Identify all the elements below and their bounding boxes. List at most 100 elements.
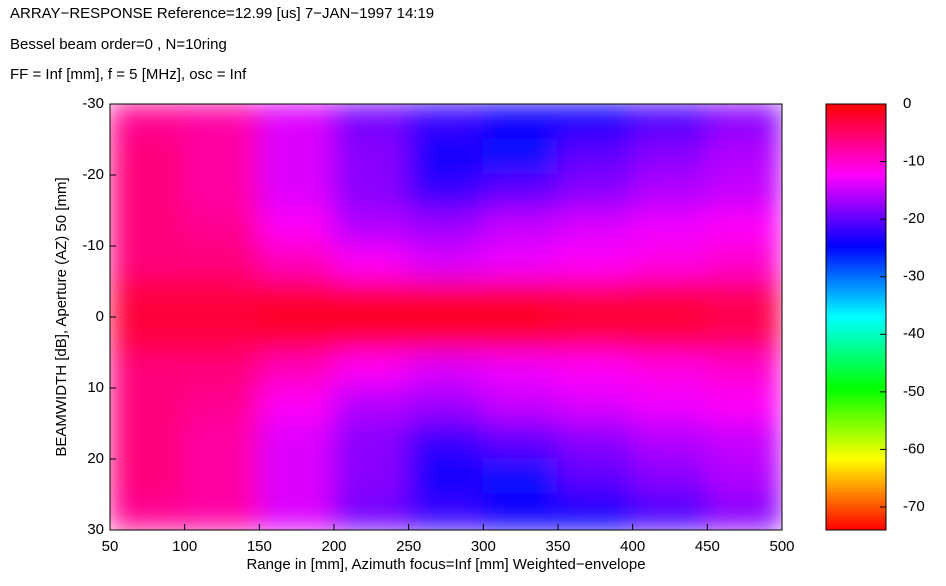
heatmap-cell bbox=[110, 245, 186, 283]
heatmap-cell bbox=[407, 351, 485, 389]
heatmap-cell bbox=[482, 351, 559, 389]
heatmap-cell bbox=[333, 174, 410, 212]
y-tick-label: -20 bbox=[82, 166, 104, 183]
heatmap-cell bbox=[258, 387, 335, 425]
subtitle: FF = Inf [mm], f = 5 [MHz], osc = Inf bbox=[10, 66, 247, 83]
heatmap-cell bbox=[258, 209, 335, 247]
heatmap-cell bbox=[631, 280, 709, 318]
heatmap-cell bbox=[407, 280, 485, 318]
heatmap-cell bbox=[482, 493, 559, 530]
heatmap-cell bbox=[557, 493, 634, 530]
heatmap-cell bbox=[557, 422, 634, 460]
heatmap-cell bbox=[482, 458, 559, 496]
heatmap-cell bbox=[631, 174, 709, 212]
heatmap-cell bbox=[631, 458, 709, 496]
y-tick-label: 0 bbox=[96, 308, 104, 325]
heatmap-cell bbox=[258, 422, 335, 460]
heatmap-cell bbox=[258, 351, 335, 389]
heatmap-cell bbox=[110, 104, 186, 141]
heatmap-cell bbox=[183, 104, 261, 141]
y-tick-label: 10 bbox=[87, 379, 104, 396]
heatmap-cell bbox=[183, 316, 261, 354]
heatmap-cell bbox=[333, 387, 410, 425]
y-axis-label: BEAMWIDTH [dB], Aperture (AZ) 50 [mm] bbox=[53, 177, 70, 456]
heatmap-cell bbox=[482, 280, 559, 318]
heatmap-cell bbox=[258, 245, 335, 283]
colorbar-tick-label: -10 bbox=[903, 153, 925, 170]
chart-title: ARRAY−RESPONSE Reference=12.99 [us] 7−JA… bbox=[10, 5, 434, 22]
colorbar-tick-label: -50 bbox=[903, 383, 925, 400]
x-tick-label: 300 bbox=[471, 538, 496, 555]
colorbar-tick-label: -30 bbox=[903, 268, 925, 285]
x-tick-label: 450 bbox=[695, 538, 720, 555]
heatmap-cell bbox=[631, 245, 709, 283]
heatmap-cell bbox=[183, 209, 261, 247]
heatmap-cell bbox=[407, 209, 485, 247]
heatmap-cell bbox=[482, 104, 559, 141]
heatmap-cell bbox=[706, 209, 782, 247]
heatmap-cell bbox=[482, 138, 559, 176]
heatmap-cell bbox=[706, 245, 782, 283]
heatmap-cell bbox=[557, 458, 634, 496]
heatmap-cell bbox=[557, 351, 634, 389]
colorbar-tick-label: -60 bbox=[903, 440, 925, 457]
heatmap-cell bbox=[557, 138, 634, 176]
heatmap-cell bbox=[482, 387, 559, 425]
heatmap-cell bbox=[183, 387, 261, 425]
heatmap-cell bbox=[110, 351, 186, 389]
colorbar-tick-label: -70 bbox=[903, 498, 925, 515]
heatmap-cell bbox=[631, 387, 709, 425]
subtitle: Bessel beam order=0 , N=10ring bbox=[10, 36, 227, 53]
heatmap-cell bbox=[110, 422, 186, 460]
heatmap-cell bbox=[706, 104, 782, 141]
y-tick-label: -10 bbox=[82, 237, 104, 254]
x-axis-label: Range in [mm], Azimuth focus=Inf [mm] We… bbox=[246, 556, 645, 573]
heatmap-cell bbox=[706, 458, 782, 496]
heatmap-cell bbox=[557, 209, 634, 247]
heatmap-cell bbox=[631, 422, 709, 460]
heatmap-cell bbox=[557, 174, 634, 212]
heatmap bbox=[110, 104, 782, 530]
heatmap-cell bbox=[407, 458, 485, 496]
heatmap-cell bbox=[333, 351, 410, 389]
heatmap-cell bbox=[333, 209, 410, 247]
colorbar-tick-label: -40 bbox=[903, 325, 925, 342]
heatmap-cell bbox=[482, 245, 559, 283]
heatmap-cell bbox=[183, 174, 261, 212]
heatmap-cell bbox=[706, 493, 782, 530]
heatmap-cell bbox=[631, 316, 709, 354]
heatmap-cell bbox=[333, 458, 410, 496]
heatmap-cell bbox=[333, 316, 410, 354]
heatmap-cell bbox=[110, 387, 186, 425]
heatmap-cell bbox=[631, 493, 709, 530]
heatmap-cell bbox=[258, 104, 335, 141]
heatmap-cell bbox=[407, 422, 485, 460]
heatmap-cell bbox=[482, 209, 559, 247]
heatmap-cell bbox=[407, 245, 485, 283]
heatmap-cell bbox=[110, 209, 186, 247]
heatmap-cell bbox=[333, 104, 410, 141]
x-tick-label: 150 bbox=[247, 538, 272, 555]
heatmap-cell bbox=[557, 280, 634, 318]
colorbar-frame bbox=[825, 103, 887, 531]
heatmap-cell bbox=[557, 387, 634, 425]
x-tick-label: 350 bbox=[545, 538, 570, 555]
heatmap-cell bbox=[706, 138, 782, 176]
heatmap-cell bbox=[183, 422, 261, 460]
heatmap-cell bbox=[482, 316, 559, 354]
heatmap-cell bbox=[183, 351, 261, 389]
heatmap-cell bbox=[110, 174, 186, 212]
heatmap-cell bbox=[631, 104, 709, 141]
heatmap-cell bbox=[183, 493, 261, 530]
heatmap-cell bbox=[407, 138, 485, 176]
y-tick-label: -30 bbox=[82, 95, 104, 112]
heatmap-cell bbox=[631, 138, 709, 176]
heatmap-cell bbox=[183, 245, 261, 283]
x-tick-label: 250 bbox=[396, 538, 421, 555]
heatmap-cell bbox=[706, 422, 782, 460]
heatmap-cell bbox=[258, 174, 335, 212]
x-tick-label: 50 bbox=[102, 538, 119, 555]
heatmap-cell bbox=[333, 493, 410, 530]
heatmap-cell bbox=[706, 174, 782, 212]
